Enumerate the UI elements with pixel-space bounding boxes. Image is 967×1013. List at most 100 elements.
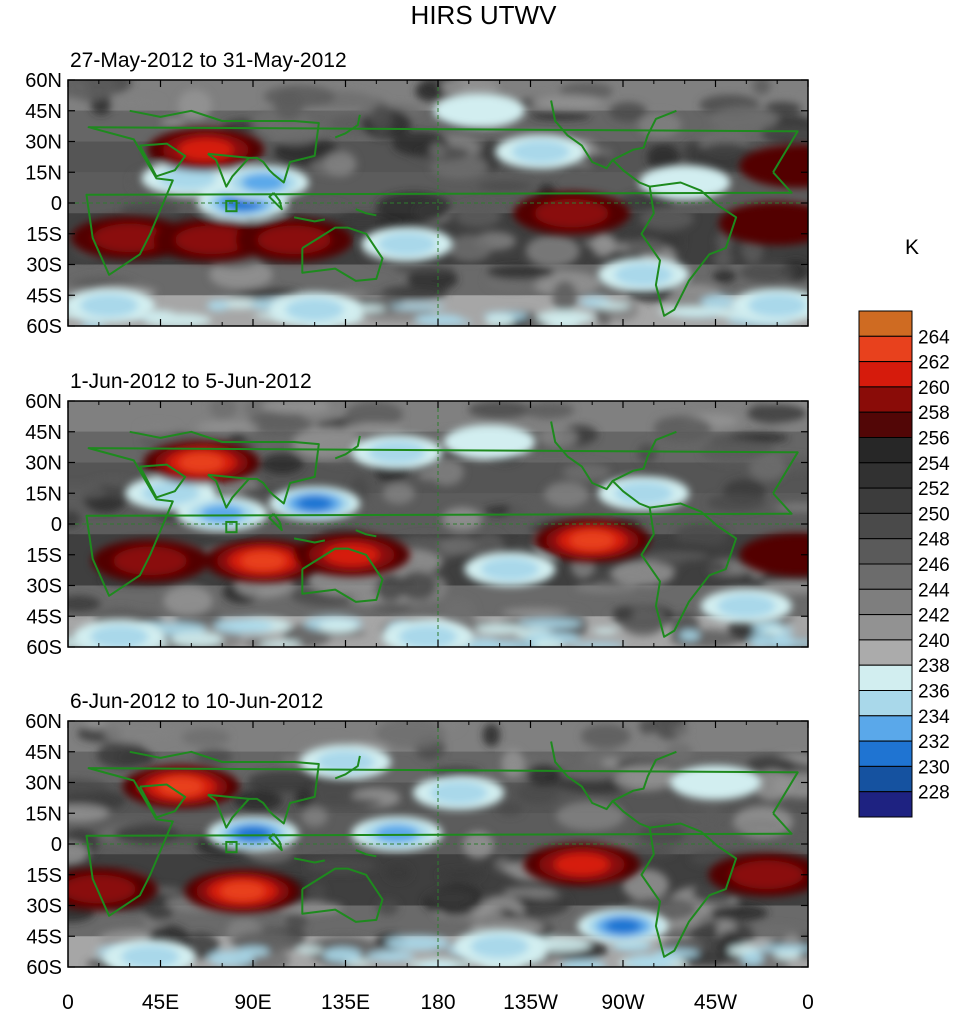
region-box bbox=[225, 840, 238, 854]
texture-blob bbox=[761, 578, 808, 594]
colorbar-box bbox=[858, 664, 913, 692]
x-tick-label: 135W bbox=[503, 991, 558, 1013]
texture-blob bbox=[237, 288, 301, 297]
moist-region bbox=[296, 495, 333, 512]
y-tick-label: 45S bbox=[26, 926, 62, 948]
texture-blob bbox=[538, 427, 578, 447]
texture-blob bbox=[304, 882, 326, 904]
colorbar-box bbox=[858, 740, 913, 767]
texture-blob bbox=[611, 560, 675, 587]
texture-blob bbox=[429, 458, 464, 486]
y-tick-label: 45N bbox=[25, 742, 62, 764]
texture-blob bbox=[318, 619, 358, 633]
y-tick-label: 0 bbox=[51, 514, 62, 536]
y-tick-label: 0 bbox=[51, 193, 62, 215]
texture-blob bbox=[393, 265, 456, 274]
coastline bbox=[334, 114, 361, 139]
texture-blob bbox=[482, 723, 501, 747]
coastline bbox=[611, 480, 738, 638]
texture-blob bbox=[658, 306, 726, 317]
texture-blob bbox=[415, 81, 444, 102]
colorbar-label: 258 bbox=[918, 403, 950, 424]
texture-blob bbox=[415, 318, 473, 326]
y-tick-label: 30S bbox=[26, 255, 62, 277]
colorbar-box bbox=[858, 639, 913, 666]
y-tick-label: 60N bbox=[25, 711, 62, 733]
texture-blob bbox=[611, 606, 635, 621]
texture-blob bbox=[440, 80, 499, 98]
y-tick-label: 30S bbox=[26, 896, 62, 918]
coastline bbox=[85, 126, 799, 276]
colorbar-label: 250 bbox=[918, 504, 950, 525]
texture-blob bbox=[68, 484, 111, 500]
texture-blob bbox=[195, 749, 233, 765]
coastline bbox=[334, 435, 361, 460]
texture-blob bbox=[285, 910, 308, 932]
colorbar-label: 234 bbox=[918, 707, 950, 728]
texture-blob bbox=[518, 618, 582, 629]
texture-blob bbox=[206, 300, 230, 311]
texture-blob bbox=[739, 262, 794, 283]
moist-region bbox=[375, 824, 419, 843]
texture-blob bbox=[467, 401, 533, 419]
moist-region bbox=[241, 173, 286, 192]
moist-region bbox=[639, 165, 731, 200]
y-tick-label: 45S bbox=[26, 606, 62, 628]
moist-region bbox=[433, 93, 525, 129]
colorbar-label: 264 bbox=[918, 327, 950, 348]
texture-blob bbox=[574, 583, 638, 593]
texture-blob bbox=[68, 841, 89, 865]
colorbar-label: 262 bbox=[918, 353, 950, 374]
texture-blob bbox=[560, 959, 607, 967]
texture-blob bbox=[160, 117, 187, 127]
colorbar-box bbox=[858, 512, 913, 540]
texture-blob bbox=[532, 639, 563, 647]
texture-blob bbox=[529, 111, 591, 121]
feature-layer bbox=[68, 93, 808, 326]
texture-blob bbox=[274, 89, 304, 121]
colorbar-box bbox=[858, 361, 913, 388]
texture-blob bbox=[68, 804, 110, 823]
texture-blob bbox=[382, 482, 415, 504]
map-panel-1: 27-May-2012 to 31-May-2012 60N 45N 30N 15N 0 1… bbox=[25, 49, 809, 338]
moist-region bbox=[398, 625, 457, 647]
colorbar-label: 236 bbox=[918, 682, 950, 703]
dry-region bbox=[718, 201, 808, 246]
texture-blob bbox=[447, 234, 493, 262]
moist-region bbox=[378, 232, 437, 256]
moist-region bbox=[470, 934, 529, 959]
texture-blob bbox=[68, 510, 81, 528]
x-axis-labels: 0 45E 90E 135E 180 135W 90W 45W 0 bbox=[62, 991, 814, 1013]
texture-blob bbox=[591, 232, 615, 258]
texture-blob bbox=[261, 401, 330, 414]
texture-blob bbox=[746, 756, 796, 773]
dry-region bbox=[739, 144, 808, 188]
texture-blob bbox=[301, 806, 328, 827]
texture-blob bbox=[485, 314, 515, 326]
moist-region bbox=[285, 298, 344, 322]
texture-blob bbox=[96, 741, 149, 769]
texture-blob bbox=[296, 946, 324, 954]
texture-blob bbox=[552, 280, 578, 313]
y-tick-label: 30N bbox=[25, 132, 62, 154]
texture-blob bbox=[709, 106, 779, 132]
texture-blob bbox=[343, 423, 404, 433]
texture-blob bbox=[389, 303, 446, 310]
dry-region bbox=[257, 225, 331, 255]
coastline bbox=[129, 109, 320, 184]
texture-blob bbox=[763, 626, 784, 635]
texture-blob bbox=[170, 631, 223, 647]
coastline bbox=[550, 100, 677, 170]
coastline bbox=[129, 430, 320, 505]
texture-blob bbox=[673, 725, 690, 737]
colorbar-box bbox=[858, 437, 913, 464]
y-tick-label: 45N bbox=[25, 422, 62, 444]
texture-blob bbox=[163, 585, 213, 616]
texture-blob bbox=[100, 97, 162, 107]
coastlines bbox=[85, 421, 799, 638]
x-tick-label: 90E bbox=[234, 991, 271, 1013]
texture-blob bbox=[674, 523, 729, 548]
texture-blob bbox=[713, 250, 733, 269]
texture-blob bbox=[627, 238, 665, 256]
